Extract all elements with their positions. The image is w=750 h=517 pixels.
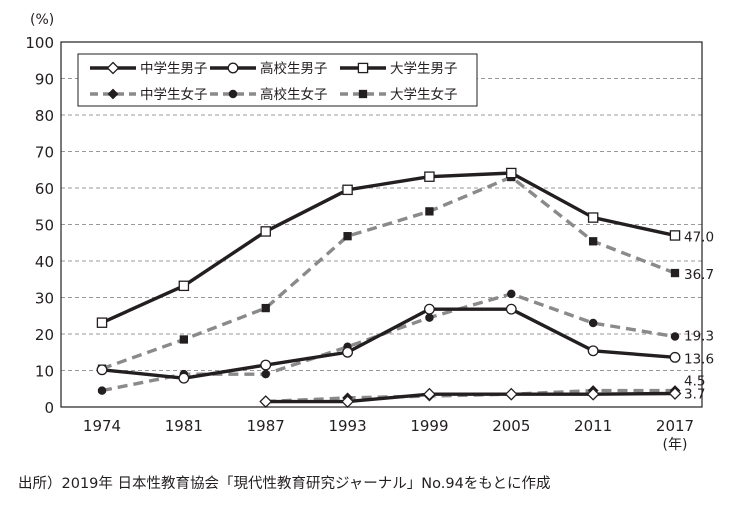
point-3-2005 bbox=[506, 167, 517, 179]
point-5-2005 bbox=[507, 289, 516, 299]
legend-label-3: 大学生男子 bbox=[390, 61, 458, 77]
legend-marker-1 bbox=[106, 61, 120, 75]
series-line-3 bbox=[101, 171, 676, 325]
series-line-2 bbox=[101, 307, 676, 380]
series-lines bbox=[101, 171, 676, 404]
tick-labels: 0 10 20 30 40 50 60 70 80 90 100 (%) 1974 1981 1987 199… bbox=[25, 12, 694, 453]
point-2-1981 bbox=[178, 372, 190, 384]
x-tick-1987: 1987 bbox=[247, 417, 285, 435]
point-2-2017 bbox=[669, 351, 681, 363]
point-6-1999 bbox=[425, 207, 434, 216]
point-2-2005 bbox=[505, 303, 517, 315]
x-tick-1993: 1993 bbox=[328, 417, 366, 435]
point-1-1999 bbox=[423, 387, 436, 401]
y-tick-90: 90 bbox=[35, 71, 54, 89]
end-label-1: 3.7 bbox=[684, 386, 705, 402]
x-tick-1999: 1999 bbox=[410, 417, 448, 435]
point-3-1987 bbox=[260, 226, 271, 237]
point-1-1987 bbox=[259, 395, 273, 408]
point-3-1974 bbox=[96, 317, 108, 328]
x-tick-2005: 2005 bbox=[492, 417, 530, 435]
legend-box bbox=[77, 53, 478, 107]
legend-marker-4 bbox=[107, 88, 119, 100]
series-line-6 bbox=[101, 175, 676, 371]
point-5-2017 bbox=[670, 332, 680, 341]
point-3-1999 bbox=[424, 171, 435, 182]
point-5-2011 bbox=[588, 318, 598, 328]
end-label-2: 13.6 bbox=[684, 351, 714, 367]
point-3-1993 bbox=[342, 184, 353, 196]
point-5-1987 bbox=[261, 369, 270, 379]
end-label-5: 19.3 bbox=[684, 329, 714, 345]
legend-marker-3 bbox=[357, 62, 369, 74]
point-5-1999 bbox=[425, 313, 434, 322]
series-line-4 bbox=[265, 388, 675, 404]
source-note: 出所）2019年 日本性教育協会「現代性教育研究ジャーナル」No.94をもとに作… bbox=[18, 476, 551, 492]
point-3-1981 bbox=[178, 280, 190, 292]
y-tick-10: 10 bbox=[35, 363, 54, 381]
y-tick-100: 100 bbox=[25, 34, 54, 52]
series-markers bbox=[96, 167, 682, 408]
point-1-2017 bbox=[668, 387, 682, 400]
end-label-6: 36.7 bbox=[684, 267, 714, 283]
legend-label-1: 中学生男子 bbox=[140, 61, 208, 77]
point-2-2011 bbox=[587, 345, 599, 357]
legend-marker-5 bbox=[228, 89, 238, 99]
y-tick-60: 60 bbox=[35, 180, 54, 198]
legend-label-5: 高校生女子 bbox=[260, 86, 328, 103]
point-1-2005 bbox=[504, 387, 518, 401]
x-tick-1981: 1981 bbox=[165, 417, 203, 435]
y-tick-30: 30 bbox=[35, 290, 54, 308]
legend-marker-2 bbox=[227, 62, 239, 74]
y-tick-40: 40 bbox=[35, 253, 54, 271]
y-axis-unit: (%) bbox=[30, 12, 54, 28]
point-6-1993 bbox=[343, 232, 352, 241]
point-2-1993 bbox=[342, 346, 354, 358]
point-2-1987 bbox=[260, 359, 272, 371]
legend-label-4: 中学生女子 bbox=[140, 86, 208, 103]
y-tick-50: 50 bbox=[35, 217, 54, 235]
axes bbox=[60, 41, 703, 408]
end-label-3: 47.0 bbox=[684, 229, 714, 245]
point-3-2017 bbox=[669, 230, 681, 241]
y-tick-0: 0 bbox=[44, 399, 54, 417]
point-1-1993 bbox=[341, 395, 354, 408]
point-6-1981 bbox=[179, 335, 189, 344]
point-2-1974 bbox=[96, 364, 108, 376]
point-1-2011 bbox=[586, 387, 600, 401]
plot-frame bbox=[60, 41, 703, 408]
y-tick-70: 70 bbox=[35, 144, 54, 162]
point-5-1974 bbox=[97, 386, 107, 395]
legend-marker-6 bbox=[358, 89, 368, 99]
x-tick-1974: 1974 bbox=[83, 417, 121, 435]
y-tick-20: 20 bbox=[35, 326, 54, 344]
point-2-1999 bbox=[423, 303, 435, 315]
series-line-1 bbox=[265, 391, 676, 404]
point-6-2011 bbox=[588, 237, 598, 246]
end-labels: 3.7 13.6 47.0 4.5 19.3 36.7 bbox=[684, 229, 714, 402]
point-3-2011 bbox=[587, 212, 599, 223]
point-6-1987 bbox=[261, 303, 270, 313]
x-tick-2011: 2011 bbox=[574, 417, 612, 435]
y-tick-80: 80 bbox=[35, 107, 54, 125]
x-tick-2017: 2017 bbox=[656, 417, 694, 435]
x-axis-unit: (年) bbox=[663, 437, 688, 453]
line-chart: 0 10 20 30 40 50 60 70 80 90 100 (%) 1974 1981 1987 199… bbox=[25, 12, 714, 453]
end-label-4: 4.5 bbox=[684, 374, 705, 390]
legend-label-2: 高校生男子 bbox=[260, 60, 328, 77]
point-6-2017 bbox=[670, 268, 680, 278]
legend-label-6: 大学生女子 bbox=[390, 86, 458, 103]
